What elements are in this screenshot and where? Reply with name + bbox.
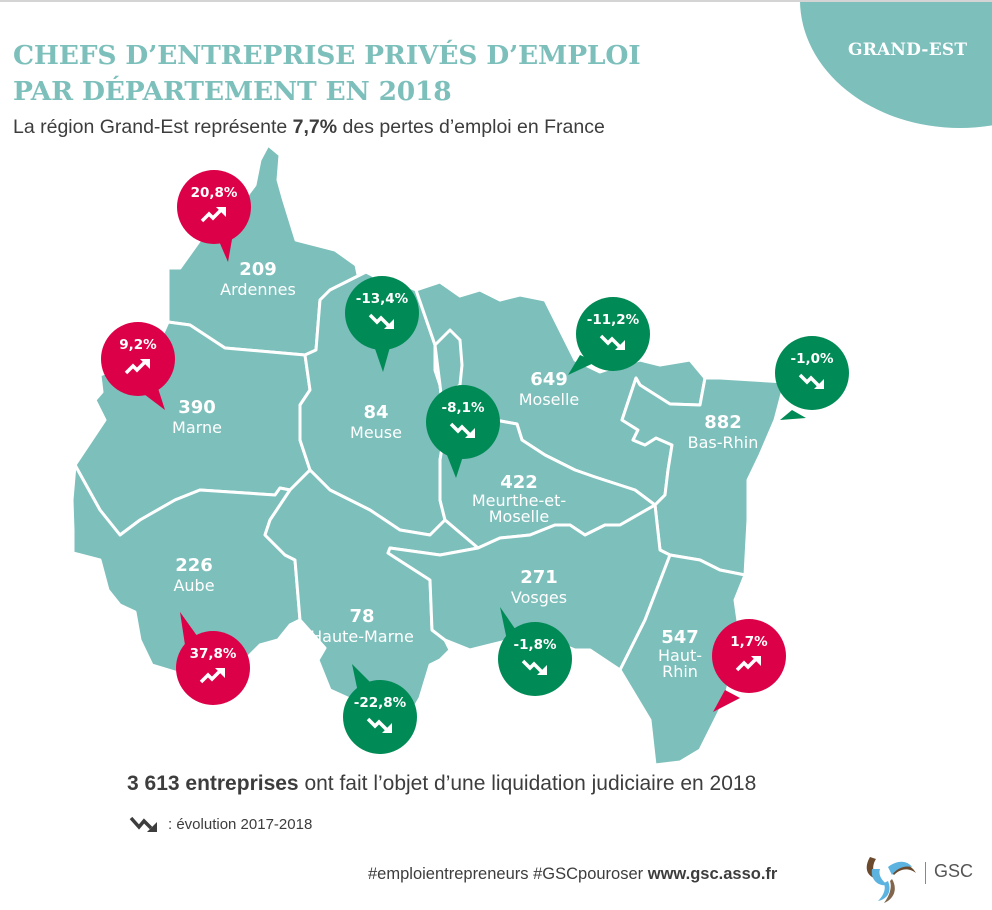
evolution-bubble-ardennes: 20,8% xyxy=(177,170,251,244)
dept-label-moselle: 649 Moselle xyxy=(518,369,580,410)
map-haute-marne xyxy=(263,468,480,717)
trend-up-icon xyxy=(200,207,226,223)
dept-name: Ardennes xyxy=(220,280,296,299)
dept-count: 226 xyxy=(175,555,213,576)
subtitle-prefix: La région Grand-Est représente xyxy=(13,116,293,138)
evolution-bubble-haute-marne: -22,8% xyxy=(343,680,417,754)
dept-name: Moselle xyxy=(518,390,580,409)
map-aube xyxy=(70,463,302,677)
gsc-logo-icon xyxy=(866,857,916,903)
region-badge-label: GRAND-EST xyxy=(848,40,968,60)
trend-down-icon xyxy=(521,659,547,675)
title-line-2: PAR DÉPARTEMENT EN 2018 xyxy=(13,76,452,107)
evolution-value: -1,8% xyxy=(513,637,557,653)
dept-label-meurthe-et-moselle: 422 Meurthe-et- Moselle xyxy=(472,473,566,525)
trend-down-icon xyxy=(129,816,157,832)
subtitle-highlight: 7,7% xyxy=(292,116,338,138)
page-title: CHEFS D’ENTREPRISE PRIVÉS D’EMPLOI PAR D… xyxy=(13,38,641,110)
dept-count: 649 xyxy=(530,369,568,390)
evolution-bubble-meurthe-et-moselle: -8,1% xyxy=(426,385,500,459)
dept-count: 390 xyxy=(178,397,216,418)
logo-text: GSC xyxy=(934,861,974,881)
dept-name: Haut- xyxy=(657,646,703,665)
title-line-1: CHEFS D’ENTREPRISE PRIVÉS D’EMPLOI xyxy=(13,40,641,71)
dept-label-haut-rhin: 547 Haut- Rhin xyxy=(658,628,702,680)
dept-label-ardennes: 209 Ardennes xyxy=(220,259,296,300)
logo-separator xyxy=(925,862,926,884)
hashtags: #emploientrepreneurs #GSCpouroser www.gs… xyxy=(368,865,777,884)
dept-count: 84 xyxy=(363,402,389,423)
dept-count: 422 xyxy=(500,472,538,493)
trend-down-icon xyxy=(449,422,475,438)
legend-text: : évolution 2017-2018 xyxy=(168,815,313,833)
dept-label-aube: 226 Aube xyxy=(173,555,215,596)
evolution-value: 20,8% xyxy=(190,185,238,201)
dept-label-haute-marne: 78 Haute-Marne xyxy=(310,606,414,647)
liquidation-summary: 3 613 entreprises ont fait l’objet d’une… xyxy=(127,772,756,796)
subtitle: La région Grand-Est représente 7,7% des … xyxy=(13,116,605,139)
dept-label-vosges: 271 Vosges xyxy=(510,567,568,608)
trend-down-icon xyxy=(798,373,824,389)
evolution-value: 1,7% xyxy=(730,634,768,650)
liquidation-text: ont fait l’objet d’une liquidation judic… xyxy=(298,772,757,795)
dept-name: Bas-Rhin xyxy=(687,433,759,452)
dept-label-meuse: 84 Meuse xyxy=(350,402,402,443)
dept-name: Aube xyxy=(173,576,215,595)
dept-name: Haute-Marne xyxy=(310,627,414,646)
evolution-bubble-aube: 37,8% xyxy=(176,631,250,705)
top-border xyxy=(0,0,992,2)
dept-name: Marne xyxy=(172,418,222,437)
dept-count: 271 xyxy=(520,567,558,588)
evolution-value: -1,0% xyxy=(790,351,834,367)
legend: : évolution 2017-2018 xyxy=(128,815,312,833)
subtitle-suffix: des pertes d’emploi en France xyxy=(337,116,605,138)
dept-name-line2: Rhin xyxy=(662,662,698,681)
trend-down-icon xyxy=(599,334,625,350)
website-link[interactable]: www.gsc.asso.fr xyxy=(647,865,778,883)
trend-up-icon xyxy=(735,656,761,672)
evolution-value: 37,8% xyxy=(189,646,237,662)
evolution-value: -13,4% xyxy=(355,291,409,307)
evolution-value: -11,2% xyxy=(586,312,640,328)
map-haut-rhin xyxy=(618,553,747,767)
hashtag-text: #emploientrepreneurs #GSCpouroser xyxy=(368,865,648,883)
dept-count: 78 xyxy=(349,606,375,627)
evolution-bubble-bas-rhin: -1,0% xyxy=(775,336,849,410)
evolution-value: 9,2% xyxy=(119,337,157,353)
trend-up-icon xyxy=(124,359,150,375)
dept-count: 547 xyxy=(661,627,699,648)
liquidation-count: 3 613 entreprises xyxy=(127,772,299,795)
dept-count: 209 xyxy=(239,259,277,280)
trend-down-icon xyxy=(366,717,392,733)
dept-name-line2: Moselle xyxy=(488,507,550,526)
dept-name: Vosges xyxy=(510,588,568,607)
evolution-value: -8,1% xyxy=(441,400,485,416)
dept-label-bas-rhin: 882 Bas-Rhin xyxy=(687,412,759,453)
evolution-bubble-moselle: -11,2% xyxy=(576,297,650,371)
dept-name: Meuse xyxy=(350,423,402,442)
evolution-bubble-meuse: -13,4% xyxy=(345,276,419,350)
evolution-value: -22,8% xyxy=(353,695,407,711)
trend-up-icon xyxy=(199,668,225,684)
dept-name: Meurthe-et- xyxy=(471,491,567,510)
map-vosges xyxy=(386,503,672,672)
evolution-bubble-marne: 9,2% xyxy=(101,322,175,396)
evolution-bubble-haut-rhin: 1,7% xyxy=(712,619,786,693)
dept-label-marne: 390 Marne xyxy=(172,397,222,438)
evolution-bubble-vosges: -1,8% xyxy=(498,622,572,696)
trend-down-icon xyxy=(368,313,394,329)
dept-count: 882 xyxy=(704,412,742,433)
